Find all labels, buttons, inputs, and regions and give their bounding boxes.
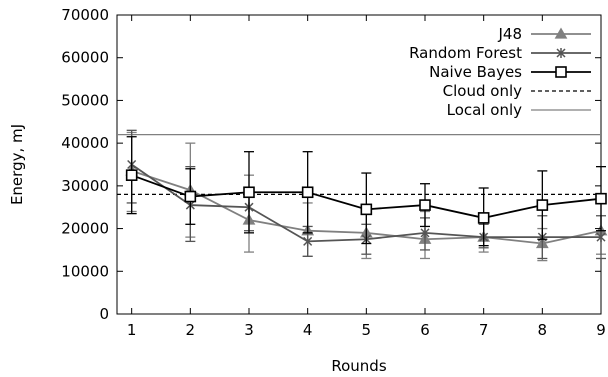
x-tick-label: 1 — [127, 321, 137, 339]
legend-swatch-marker — [554, 27, 568, 39]
data-point — [243, 186, 255, 199]
y-tick-label: 70000 — [61, 6, 109, 24]
data-point — [595, 192, 607, 205]
x-tick-label: 6 — [420, 321, 430, 339]
data-point — [360, 203, 373, 216]
data-point — [420, 227, 430, 238]
x-tick-label: 2 — [186, 321, 196, 339]
legend-label: J48 — [497, 25, 522, 43]
y-axis-label: Energy, mJ — [8, 124, 26, 205]
y-tick-label: 20000 — [61, 220, 109, 238]
y-tick-label: 60000 — [61, 49, 109, 67]
data-point — [477, 212, 490, 224]
x-tick-label: 4 — [303, 321, 313, 339]
plot-border — [116, 14, 602, 315]
legend-label: Cloud only — [443, 82, 522, 100]
y-tick-label: 30000 — [61, 177, 109, 195]
data-point — [536, 199, 549, 211]
x-tick-label: 8 — [538, 321, 548, 339]
data-point — [125, 169, 138, 181]
axis-ticks: 0 10000 20000 30000 40000 50000 60000 70000 1 2 3 4… — [61, 6, 605, 339]
legend-label: Naive Bayes — [429, 63, 522, 81]
data-point — [301, 186, 314, 199]
y-tick-label: 50000 — [61, 91, 109, 109]
y-tick-label: 10000 — [61, 262, 109, 280]
x-axis-label: Rounds — [331, 357, 386, 375]
data-point — [303, 236, 313, 247]
data-point — [184, 190, 197, 203]
data-point — [596, 232, 606, 243]
x-tick-label: 3 — [244, 321, 254, 339]
y-tick-label: 0 — [99, 305, 109, 323]
series-layer — [125, 129, 608, 262]
legend-swatch-marker — [555, 66, 567, 78]
legend-swatch-marker — [556, 48, 566, 58]
legend-label: Local only — [447, 101, 522, 119]
legend-label: Random Forest — [409, 44, 522, 62]
x-tick-label: 7 — [479, 321, 489, 339]
x-tick-label: 5 — [362, 321, 372, 339]
plot-frame — [116, 14, 602, 315]
y-tick-label: 40000 — [61, 134, 109, 152]
series-naive-bayes — [125, 136, 607, 247]
x-tick-label: 9 — [596, 321, 606, 339]
data-point — [419, 199, 431, 211]
